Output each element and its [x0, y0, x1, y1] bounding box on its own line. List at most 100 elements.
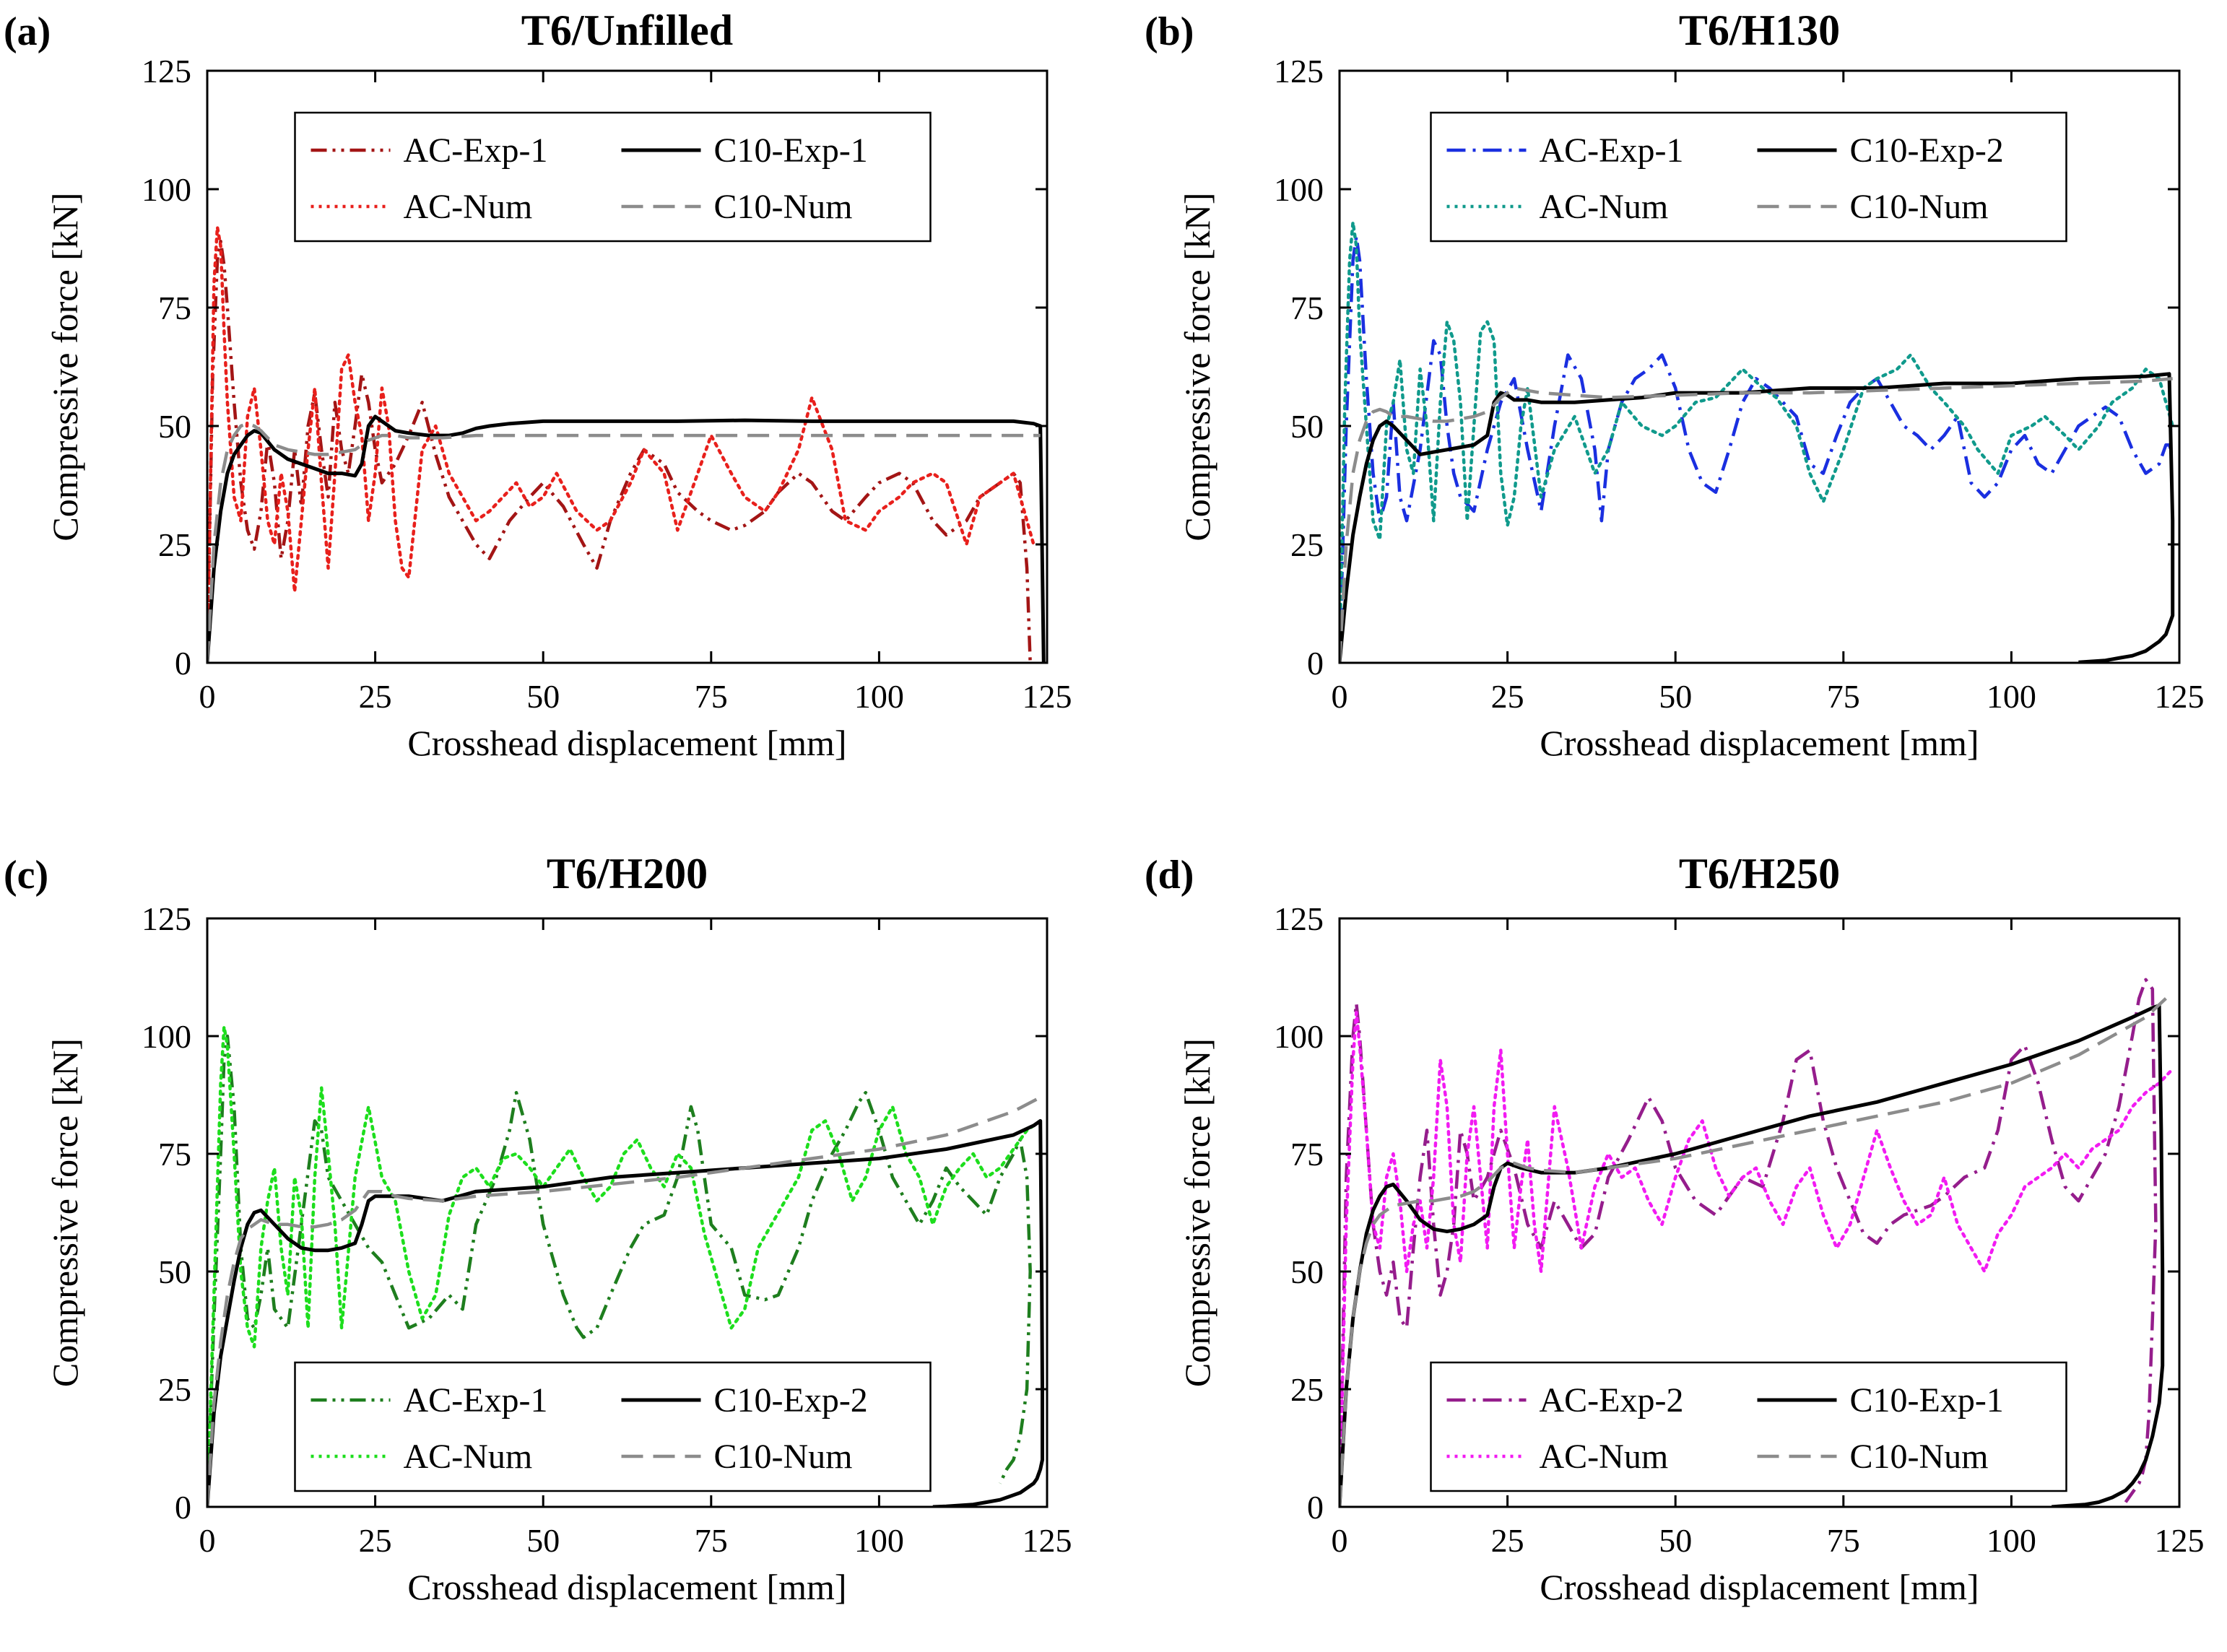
x-axis-label: Crosshead displacement [mm]	[407, 723, 846, 763]
chart-title: T6/H200	[547, 850, 708, 897]
y-tick-label: 0	[1307, 645, 1324, 682]
chart-title: T6/H250	[1679, 850, 1840, 897]
y-tick-label: 125	[1274, 53, 1324, 90]
legend-label: AC-Num	[404, 1438, 533, 1476]
x-tick-label: 25	[359, 1522, 392, 1559]
y-tick-label: 25	[158, 1371, 191, 1408]
series-line-ac-num	[1340, 1011, 2174, 1507]
y-tick-label: 25	[158, 526, 191, 563]
chart-panel: (b) T6/H130 0 25 50 75 100 125 0 25 50 75 100 125 Cros…	[1145, 6, 2205, 763]
y-tick-label: 125	[1274, 900, 1324, 937]
chart-title: T6/H130	[1679, 6, 1840, 54]
x-tick-label: 125	[1023, 678, 1072, 715]
chart-panel: (c) T6/H200 0 25 50 75 100 125 0 25 50 75 100 125 Cros…	[4, 850, 1072, 1607]
series-line-ac-exp-1	[1340, 235, 2174, 663]
plot-frame	[1338, 917, 2181, 1508]
series-line-ac-exp-1	[207, 239, 1032, 663]
y-tick-label: 0	[1307, 1489, 1324, 1526]
chart-panel: (d) T6/H250 0 25 50 75 100 125 0 25 50 75 100 125 Cros…	[1145, 850, 2205, 1607]
y-tick-label: 75	[158, 1136, 191, 1173]
legend-label: C10-Num	[1850, 188, 1989, 226]
plot-frame	[1338, 69, 2181, 664]
legend: AC-Exp-1 C10-Exp-2 AC-Num C10-Num	[1430, 111, 2067, 243]
legend-label: AC-Num	[1540, 1438, 1669, 1476]
legend: AC-Exp-1 C10-Exp-2 AC-Num C10-Num	[294, 1361, 932, 1492]
x-tick-label: 100	[854, 678, 904, 715]
legend-box	[1430, 1361, 2067, 1492]
panel-letter: (a)	[4, 9, 51, 54]
y-tick-label: 0	[175, 1489, 191, 1526]
legend-label: C10-Exp-1	[1850, 1381, 2004, 1420]
y-tick-label: 50	[158, 408, 191, 445]
legend-label: AC-Exp-2	[1540, 1381, 1684, 1420]
y-tick-label: 125	[142, 900, 191, 937]
x-tick-label: 0	[1332, 678, 1348, 715]
y-tick-label: 100	[1274, 171, 1324, 208]
x-tick-label: 125	[2155, 1522, 2205, 1559]
x-tick-label: 25	[359, 678, 392, 715]
legend-box	[294, 1361, 932, 1492]
legend-label: C10-Num	[714, 188, 853, 226]
y-tick-label: 50	[158, 1253, 191, 1290]
x-axis-label: Crosshead displacement [mm]	[1540, 723, 1979, 763]
y-axis-label: Compressive force [kN]	[1177, 1038, 1217, 1387]
legend-label: C10-Exp-2	[714, 1381, 868, 1420]
x-tick-label: 50	[1659, 1522, 1692, 1559]
x-tick-label: 100	[1987, 1522, 2036, 1559]
series-group	[207, 1025, 1044, 1507]
y-tick-label: 25	[1290, 1371, 1324, 1408]
x-tick-label: 0	[199, 678, 216, 715]
series-line-ac-num	[207, 225, 1036, 663]
x-tick-label: 100	[854, 1522, 904, 1559]
legend-label: C10-Exp-1	[714, 131, 868, 170]
plot-frame	[206, 917, 1049, 1508]
y-tick-label: 100	[1274, 1018, 1324, 1055]
series-line-c10-exp-1	[1340, 1004, 2165, 1507]
y-tick-label: 25	[1290, 526, 1324, 563]
series-group	[1340, 978, 2174, 1507]
chart-panel: (a) T6/Unfilled 0 25 50 75 100 125 0 25 50 75 100 125…	[4, 6, 1072, 763]
legend: AC-Exp-1 C10-Exp-1 AC-Num C10-Num	[294, 111, 932, 243]
x-tick-label: 125	[1023, 1522, 1072, 1559]
y-tick-label: 0	[175, 645, 191, 682]
legend-label: AC-Exp-1	[404, 1381, 548, 1420]
legend-label: C10-Exp-2	[1850, 131, 2004, 170]
x-tick-label: 75	[695, 1522, 728, 1559]
panel-letter: (d)	[1145, 853, 1194, 897]
legend-label: C10-Num	[1850, 1438, 1989, 1476]
chart-title: T6/Unfilled	[521, 6, 733, 54]
series-group	[207, 225, 1046, 663]
x-tick-label: 125	[2155, 678, 2205, 715]
series-line-c10-exp-2	[1340, 372, 2175, 663]
x-tick-label: 25	[1491, 1522, 1524, 1559]
x-axis-label: Crosshead displacement [mm]	[407, 1567, 846, 1607]
x-tick-label: 50	[1659, 678, 1692, 715]
series-line-c10-num	[1340, 377, 2173, 663]
y-tick-label: 75	[158, 290, 191, 326]
x-tick-label: 50	[526, 1522, 560, 1559]
panel-letter: (b)	[1145, 9, 1194, 54]
series-line-ac-exp-2	[1340, 978, 2158, 1507]
y-tick-label: 125	[142, 53, 191, 90]
legend-label: AC-Exp-1	[1540, 131, 1684, 170]
legend: AC-Exp-2 C10-Exp-1 AC-Num C10-Num	[1430, 1361, 2067, 1492]
x-tick-label: 25	[1491, 678, 1524, 715]
x-tick-label: 50	[526, 678, 560, 715]
series-line-ac-num	[1340, 220, 2174, 663]
legend-label: AC-Num	[404, 188, 533, 226]
panel-letter: (c)	[4, 853, 48, 897]
plot-frame	[206, 69, 1049, 664]
y-tick-label: 100	[142, 171, 191, 208]
y-tick-label: 50	[1290, 408, 1324, 445]
x-tick-label: 0	[199, 1522, 216, 1559]
x-tick-label: 75	[1827, 1522, 1860, 1559]
series-line-c10-num	[1340, 997, 2167, 1507]
y-axis-label: Compressive force [kN]	[1177, 192, 1217, 541]
legend-box	[294, 111, 932, 243]
x-axis-label: Crosshead displacement [mm]	[1540, 1567, 1979, 1607]
y-tick-label: 100	[142, 1018, 191, 1055]
y-tick-label: 75	[1290, 290, 1324, 326]
series-line-c10-exp-2	[207, 1118, 1044, 1507]
x-tick-label: 100	[1987, 678, 2036, 715]
